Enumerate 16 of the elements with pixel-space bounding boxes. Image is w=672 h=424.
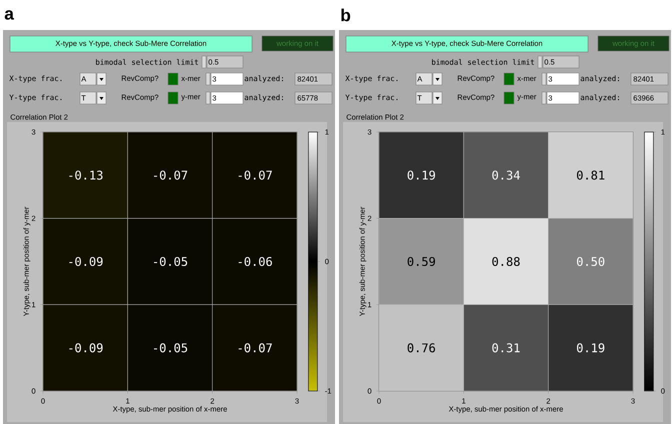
data-label: -0.05 [154, 256, 188, 266]
text: b [341, 8, 350, 22]
data-label: -0.07 [154, 170, 188, 180]
data-label: -0.07 [238, 170, 272, 180]
data-label: 0.76 [408, 343, 435, 352]
data-label: 0.19 [408, 170, 435, 180]
data-label: -0.05 [154, 343, 188, 352]
data-label: 0.81 [576, 170, 604, 180]
data-label: -0.09 [69, 343, 103, 352]
text: a [4, 10, 14, 20]
data-label: 0.34 [492, 170, 520, 180]
data-label: 0.19 [576, 343, 604, 352]
data-label: 0.88 [492, 256, 520, 266]
data-label: -0.07 [238, 343, 272, 352]
data-label: 0.31 [492, 343, 520, 352]
data-label: -0.13 [69, 170, 102, 180]
